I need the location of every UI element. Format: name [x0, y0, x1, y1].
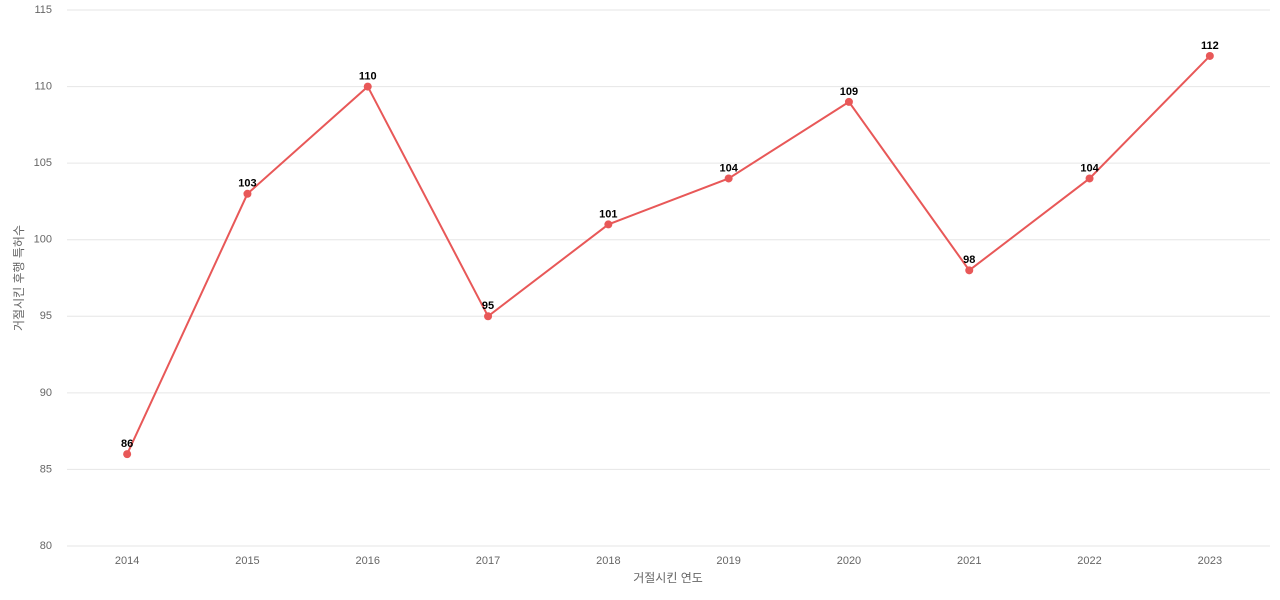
x-tick-label: 2021: [957, 555, 981, 567]
x-tick-label: 2023: [1198, 555, 1222, 567]
x-tick-label: 2017: [476, 555, 500, 567]
y-tick-label: 85: [40, 463, 52, 475]
point: [243, 189, 252, 198]
point: [724, 174, 733, 183]
x-tick-label: 2020: [837, 555, 861, 567]
x-tick-label: 2015: [235, 555, 259, 567]
point: [1085, 174, 1094, 183]
point: [363, 82, 372, 91]
x-tick-label: 2014: [115, 555, 139, 567]
x-tick-label: 2016: [356, 555, 380, 567]
y-tick-label: 100: [34, 234, 52, 246]
x-tick-label: 2018: [596, 555, 620, 567]
data-label: 104: [1080, 162, 1099, 174]
point: [123, 450, 132, 459]
y-tick-label: 105: [34, 157, 52, 169]
point: [965, 266, 974, 275]
y-tick-label: 110: [34, 80, 52, 92]
y-tick-label: 80: [40, 540, 52, 552]
x-tick-label: 2022: [1077, 555, 1101, 567]
data-label: 109: [840, 86, 858, 98]
point: [844, 97, 853, 106]
data-label: 112: [1201, 40, 1219, 52]
x-axis-title: 거절시킨 연도: [633, 571, 703, 585]
data-label: 103: [238, 178, 256, 190]
point: [604, 220, 613, 229]
data-label: 101: [599, 208, 617, 220]
point: [1205, 51, 1214, 60]
data-label: 110: [359, 70, 377, 82]
data-label: 104: [719, 162, 738, 174]
x-tick-label: 2019: [716, 555, 740, 567]
point: [484, 312, 493, 321]
data-label: 86: [121, 438, 133, 450]
line: [126, 55, 1211, 455]
data-label: 98: [963, 254, 975, 266]
y-tick-label: 90: [40, 387, 52, 399]
y-tick-label: 95: [40, 310, 52, 322]
data-label: 95: [482, 300, 494, 312]
y-axis-title: 거절시킨 후행 특허수: [11, 225, 26, 331]
y-tick-label: 115: [34, 4, 52, 16]
